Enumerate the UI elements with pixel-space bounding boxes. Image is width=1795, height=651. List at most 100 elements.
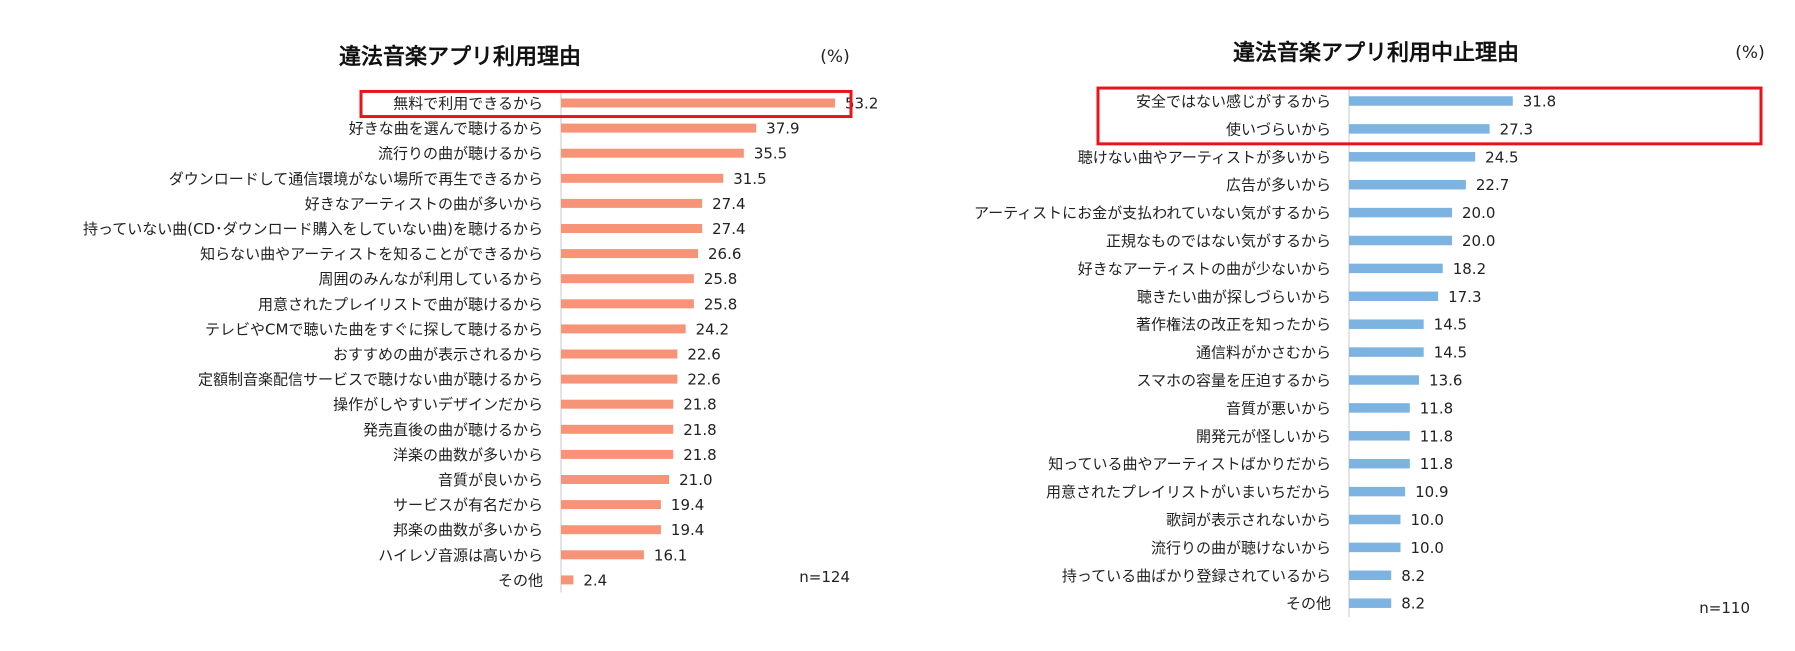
bar (561, 148, 744, 158)
value-label: 25.8 (704, 270, 737, 288)
value-label: 20.0 (1462, 232, 1495, 250)
bar (561, 299, 694, 309)
bar (561, 374, 678, 384)
category-label: ダウンロードして通信環境がない場所で再生できるから (169, 170, 543, 188)
bar (561, 198, 703, 208)
bar (1349, 263, 1443, 274)
category-label: 音質が悪いから (1226, 399, 1331, 417)
value-label: 24.5 (1485, 148, 1518, 166)
category-label: おすすめの曲が表示されるから (333, 346, 543, 364)
value-label: 37.9 (766, 120, 799, 138)
category-label: 操作がしやすいデザインだから (333, 396, 543, 414)
bar (1349, 291, 1439, 302)
bar (1349, 431, 1410, 441)
category-label: 聴きたい曲が探しづらいから (1137, 288, 1331, 306)
category-label: 正規なものではない気がするから (1106, 232, 1331, 250)
category-label: 聴けない曲やアーティストが多いから (1078, 148, 1331, 166)
bar (561, 399, 674, 409)
right-chart: 安全ではない感じがするから 31.8 使いづらいから 27.3 聴けない曲やアーティスト… (974, 86, 1763, 618)
value-label: 53.2 (845, 95, 878, 113)
value-label: 10.0 (1411, 539, 1444, 557)
bar (561, 424, 674, 434)
value-label: 22.6 (687, 371, 720, 389)
value-label: 21.8 (683, 446, 716, 464)
left-chart-unit-label: (%) (820, 47, 849, 67)
right-chart-title: 違法音楽アプリ利用中止理由 (1233, 40, 1519, 66)
value-label: 13.6 (1429, 372, 1462, 390)
value-label: 20.0 (1462, 204, 1495, 222)
bar (561, 173, 724, 183)
category-label: 使いづらいから (1226, 120, 1331, 138)
bar (1349, 514, 1401, 525)
value-label: 27.3 (1500, 120, 1533, 138)
category-label: 好きな曲を選んで聴けるから (349, 120, 543, 138)
category-label: 歌詞が表示されないから (1166, 511, 1331, 529)
category-label: 好きなアーティストの曲が多いから (305, 195, 543, 213)
bar (1349, 458, 1410, 469)
value-label: 14.5 (1434, 316, 1467, 334)
category-label: その他 (1286, 595, 1331, 613)
bar (1349, 570, 1392, 581)
highlight-box (359, 89, 853, 119)
right-chart-sample-size: n=110 (1699, 599, 1750, 617)
category-label: 洋楽の曲数が多いから (393, 446, 543, 464)
category-label: 持っていない曲(CD･ダウンロード購入をしていない曲)を聴けるから (83, 220, 543, 238)
category-label: 定額制音楽配信サービスで聴けない曲が聴けるから (198, 371, 543, 389)
category-label: サービスが有名だから (393, 496, 543, 514)
category-label: 音質が良いから (438, 471, 543, 489)
left-chart-sample-size: n=124 (799, 568, 850, 586)
category-label: 安全ではない感じがするから (1136, 93, 1331, 111)
value-label: 22.6 (687, 346, 720, 364)
bar (1349, 124, 1490, 134)
value-label: 35.5 (754, 145, 787, 163)
category-label: 邦楽の曲数が多いから (393, 521, 543, 539)
bar (561, 475, 670, 484)
value-label: 21.8 (683, 421, 716, 439)
value-label: 10.9 (1415, 483, 1448, 501)
bar (1349, 96, 1513, 106)
value-label: 27.4 (712, 195, 745, 213)
category-label: 流行りの曲が聴けるから (378, 145, 543, 163)
value-label: 19.4 (671, 496, 704, 514)
bar (561, 449, 674, 459)
category-label: 開発元が怪しいから (1196, 427, 1331, 445)
value-label: 10.0 (1411, 511, 1444, 529)
category-label: アーティストにお金が支払われていない気がするから (974, 204, 1331, 222)
bar (561, 123, 757, 133)
value-label: 14.5 (1434, 344, 1467, 362)
bar (561, 500, 661, 510)
bar (1349, 235, 1452, 246)
left-chart: 無料で利用できるから 53.2 好きな曲を選んで聴けるから 37.9 流行りの曲が聴ける… (83, 89, 878, 593)
value-label: 27.4 (712, 220, 745, 238)
bar (1349, 319, 1424, 329)
bar (1349, 542, 1401, 553)
value-label: 17.3 (1448, 288, 1481, 306)
value-label: 18.2 (1453, 260, 1486, 278)
value-label: 31.8 (1523, 93, 1556, 111)
category-label: 周囲のみんなが利用しているから (318, 270, 543, 288)
value-label: 31.5 (733, 170, 766, 188)
category-label: テレビやCMで聴いた曲をすぐに探して聴けるから (205, 320, 543, 338)
category-label: 好きなアーティストの曲が少ないから (1078, 260, 1331, 278)
value-label: 24.2 (696, 320, 729, 338)
bar (561, 249, 698, 259)
category-label: 用意されたプレイリストで曲が聴けるから (258, 295, 543, 313)
bar (1349, 152, 1476, 162)
value-label: 8.2 (1401, 567, 1425, 585)
category-label: 持っている曲ばかり登録されているから (1062, 567, 1331, 585)
category-label: 著作権法の改正を知ったから (1136, 316, 1331, 334)
highlight-box (1096, 86, 1763, 146)
value-label: 25.8 (704, 295, 737, 313)
bar (561, 575, 574, 585)
bar (1349, 486, 1406, 497)
value-label: 16.1 (654, 546, 687, 564)
value-label: 19.4 (671, 521, 704, 539)
right-chart-unit-label: (%) (1735, 43, 1764, 63)
bar (1349, 347, 1424, 357)
bar (561, 98, 835, 108)
category-label: ハイレゾ音源は高いから (378, 546, 543, 564)
bar (561, 550, 644, 560)
category-label: 知っている曲やアーティストばかりだから (1048, 455, 1331, 473)
